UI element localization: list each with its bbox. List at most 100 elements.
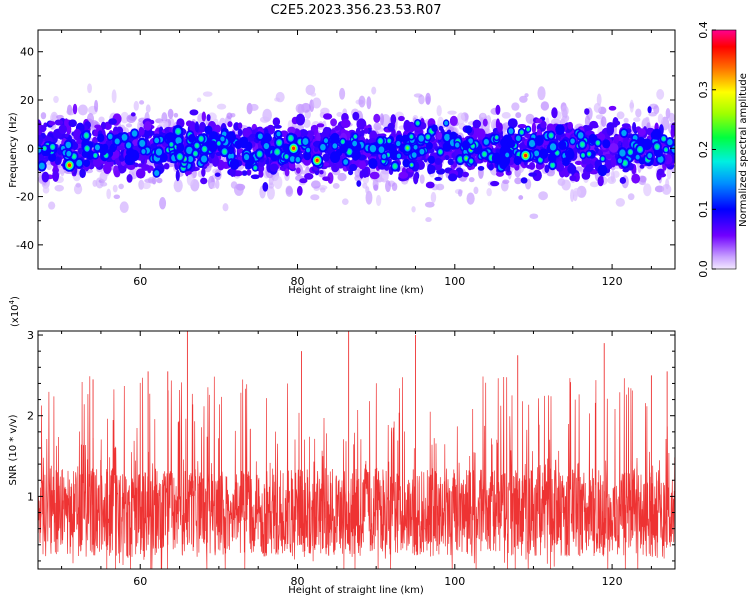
heatmap-blob <box>323 113 333 120</box>
heatmap-blob <box>638 147 643 152</box>
colorbar-tick-label: 0.0 <box>697 260 710 278</box>
heatmap-blob <box>321 162 330 167</box>
heatmap-blob <box>65 141 72 149</box>
heatmap-blob <box>548 153 557 163</box>
heatmap-blob <box>596 141 600 145</box>
y-tick-label: 40 <box>20 46 34 59</box>
heatmap-blob <box>195 143 199 148</box>
y-tick-label: 0 <box>27 142 34 155</box>
heatmap-blob <box>534 135 544 146</box>
heatmap-blob <box>106 188 111 200</box>
heatmap-blob <box>619 176 627 184</box>
heatmap-blob <box>600 116 607 128</box>
heatmap-blob <box>68 119 77 128</box>
heatmap-blob <box>508 128 514 134</box>
heatmap-blob <box>517 123 527 129</box>
heatmap-blob <box>455 142 460 148</box>
heatmap-blob <box>608 105 617 111</box>
heatmap-blob <box>375 194 382 207</box>
heatmap-blob <box>52 169 60 182</box>
heatmap-blob <box>330 118 337 127</box>
y-tick-label: -40 <box>16 239 34 252</box>
heatmap-blob <box>201 155 208 163</box>
heatmap-blob <box>259 116 270 123</box>
bottom-x-ticks: 60 80 100 120 <box>61 331 652 588</box>
heatmap-blob <box>262 182 269 192</box>
heatmap-blob <box>447 158 454 166</box>
heatmap-blob <box>285 186 294 197</box>
heatmap-blob <box>444 120 449 126</box>
heatmap-blob <box>495 171 504 177</box>
heatmap-blob <box>237 122 243 129</box>
heatmap-blob <box>217 159 225 171</box>
heatmap-blob <box>214 124 221 134</box>
heatmap-blob <box>194 121 200 133</box>
x-tick-label: 60 <box>133 275 147 288</box>
heatmap-blob <box>83 159 91 168</box>
heatmap-blob <box>616 111 625 120</box>
heatmap-blob <box>434 176 442 181</box>
heatmap-blob <box>589 120 599 129</box>
heatmap-blob <box>361 166 369 178</box>
heatmap-blob <box>100 181 108 187</box>
heatmap-blob <box>92 179 98 187</box>
heatmap-blob <box>567 164 577 174</box>
heatmap-blob <box>201 111 206 122</box>
heatmap-blob <box>126 174 133 183</box>
heatmap-blob <box>329 151 341 164</box>
heatmap-blob <box>593 102 602 113</box>
spectrogram-panel: -40 -20 0 20 40 60 80 100 120 Height of straigh… <box>8 29 676 296</box>
heatmap-blob <box>533 150 540 157</box>
heatmap-blob <box>664 148 668 152</box>
heatmap-blob <box>378 139 383 144</box>
heatmap-blob <box>647 152 653 159</box>
chart-title: C2E5.2023.356.23.53.R07 <box>270 3 441 18</box>
heatmap-blob <box>655 144 659 149</box>
heatmap-blob <box>602 139 611 149</box>
heatmap-blob <box>639 164 645 169</box>
heatmap-blob <box>401 134 409 143</box>
heatmap-blob <box>378 146 385 153</box>
heatmap-blob <box>249 103 259 111</box>
heatmap-blob <box>103 162 112 175</box>
x-tick-label: 80 <box>291 575 305 588</box>
heatmap-blob <box>597 149 604 157</box>
heatmap-blob <box>519 95 528 103</box>
heatmap-blob <box>158 120 169 128</box>
heatmap-blob <box>528 161 536 170</box>
heatmap-blob <box>268 182 275 189</box>
heatmap-blob <box>436 131 443 140</box>
heatmap-blob <box>465 157 468 160</box>
heatmap-blob <box>497 122 503 133</box>
heatmap-blob <box>588 153 590 156</box>
heatmap-blob <box>285 154 288 159</box>
heatmap-blob <box>241 170 248 176</box>
heatmap-blob <box>343 159 349 165</box>
heatmap-blob <box>529 213 539 219</box>
bottom-y-ticks: 1 2 3 <box>27 329 675 562</box>
snr-series-line <box>38 376 675 569</box>
heatmap-blob <box>244 141 253 151</box>
heatmap-blob <box>584 108 590 115</box>
heatmap-blob <box>222 149 227 154</box>
heatmap-blob <box>406 146 409 150</box>
heatmap-blob <box>276 131 281 137</box>
heatmap-blob <box>570 138 575 144</box>
heatmap-blob <box>615 197 626 207</box>
heatmap-blob <box>139 127 145 136</box>
heatmap-blob <box>302 138 309 145</box>
heatmap-blob <box>444 154 450 161</box>
heatmap-blob <box>275 149 280 155</box>
heatmap-blob <box>217 141 221 145</box>
heatmap-blob <box>425 217 432 223</box>
x-tick-label: 120 <box>602 575 623 588</box>
heatmap-blobs <box>38 83 675 223</box>
heatmap-blob <box>505 152 510 158</box>
heatmap-blob <box>495 135 498 139</box>
heatmap-blob <box>275 91 285 103</box>
heatmap-blob <box>319 187 326 193</box>
heatmap-blob <box>310 180 321 189</box>
heatmap-blob <box>403 119 411 132</box>
heatmap-blob <box>639 175 647 183</box>
